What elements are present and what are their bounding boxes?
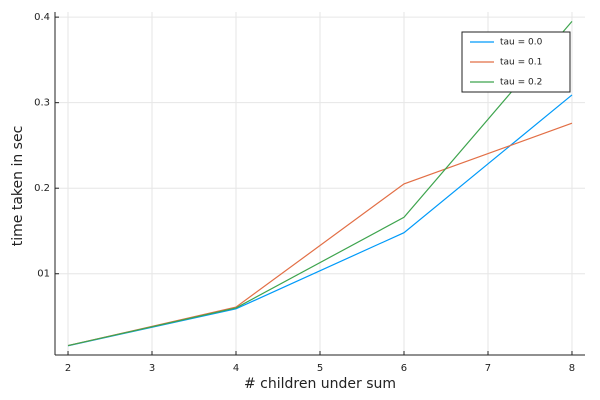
y-tick-label: 01 <box>37 269 50 280</box>
x-tick-label: 3 <box>149 363 155 374</box>
legend-label: tau = 0.2 <box>500 78 542 88</box>
x-tick-label: 5 <box>317 363 323 374</box>
x-tick-label: 2 <box>65 363 71 374</box>
x-tick-label: 7 <box>485 363 491 374</box>
y-tick-label: 0.2 <box>34 183 50 194</box>
x-tick-label: 6 <box>401 363 407 374</box>
x-tick-label: 4 <box>233 363 239 374</box>
y-tick-label: 0.4 <box>34 12 50 23</box>
y-axis-label: time taken in sec <box>10 126 26 247</box>
legend-label: tau = 0.1 <box>500 58 542 68</box>
x-axis-label: # children under sum <box>244 376 396 392</box>
legend-label: tau = 0.0 <box>500 38 543 48</box>
y-tick-label: 0.3 <box>34 98 50 109</box>
series-line <box>67 21 573 347</box>
x-tick-label: 8 <box>569 363 575 374</box>
